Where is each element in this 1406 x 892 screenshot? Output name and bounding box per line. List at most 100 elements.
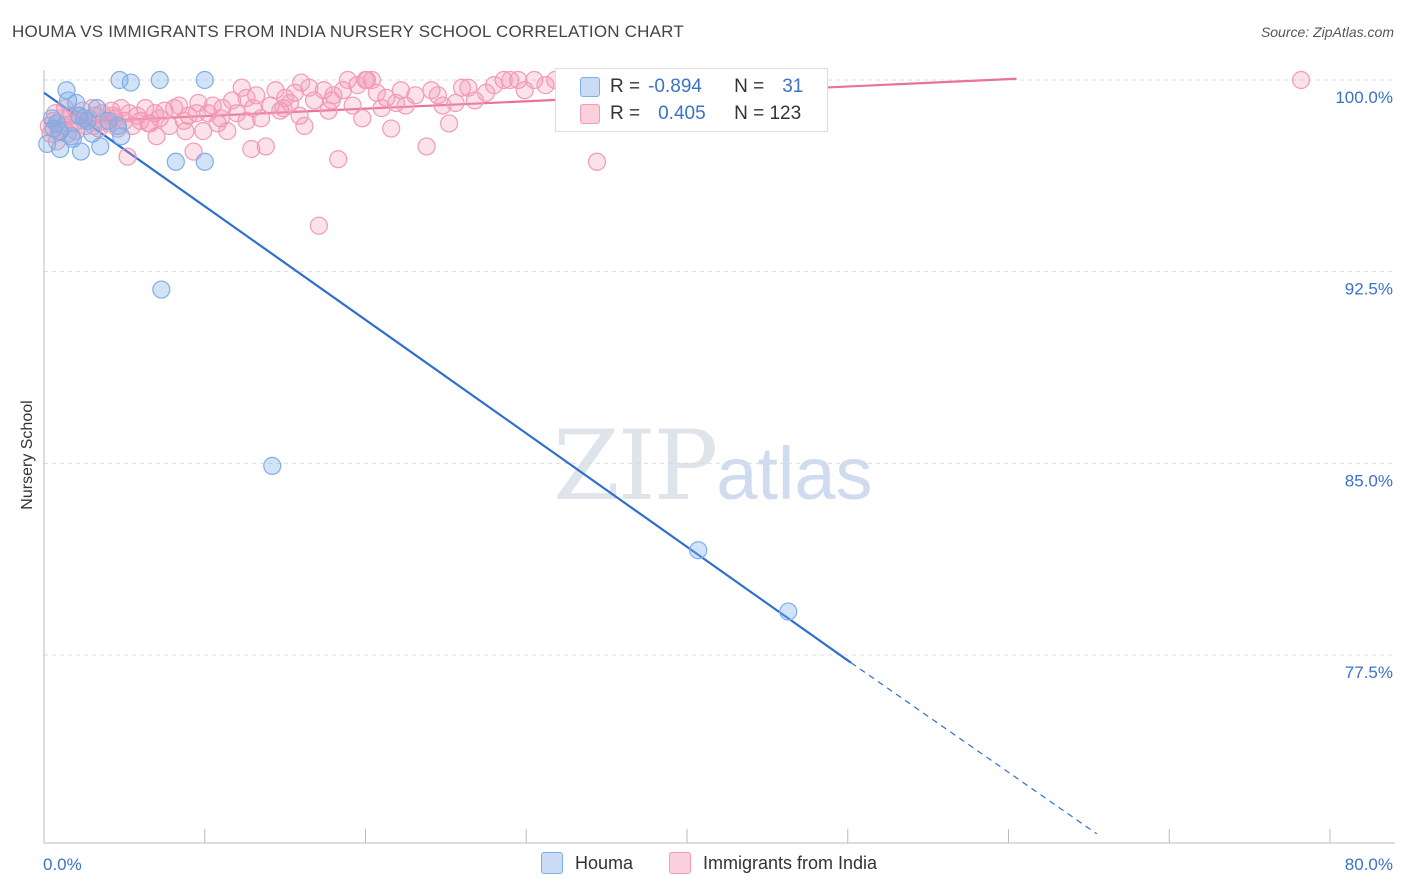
houma-point bbox=[108, 116, 128, 136]
houma-point bbox=[91, 137, 110, 156]
india-label: Immigrants from India bbox=[703, 852, 878, 873]
houma-point bbox=[83, 124, 102, 143]
india-point bbox=[187, 104, 206, 123]
houma-point bbox=[166, 152, 185, 171]
legend-r-label: R = bbox=[610, 76, 641, 97]
legend-r-value: -0.894 bbox=[648, 76, 702, 97]
houma-point bbox=[110, 70, 129, 90]
india-point bbox=[176, 122, 195, 141]
india-point bbox=[446, 93, 465, 113]
houma-point bbox=[195, 152, 214, 171]
houma-point bbox=[150, 70, 169, 90]
india-point bbox=[211, 109, 230, 128]
india-point bbox=[485, 76, 504, 95]
houma-point bbox=[195, 70, 214, 90]
houma-point bbox=[63, 129, 83, 148]
india-point bbox=[256, 137, 275, 156]
houma-point bbox=[263, 456, 282, 475]
india-point bbox=[266, 81, 285, 100]
india-point bbox=[525, 70, 544, 90]
series-legend-houma: Houma bbox=[541, 852, 633, 874]
india-point bbox=[343, 96, 362, 115]
legend-row-houma: R = -0.894 N = 31 bbox=[556, 73, 803, 101]
houma-point bbox=[689, 541, 708, 560]
legend-n-label: N = bbox=[734, 76, 765, 97]
india-point bbox=[452, 78, 472, 97]
india-point bbox=[232, 78, 251, 97]
tick-labels: 100.0% 92.5% 85.0% 77.5% 0.0% 80.0% bbox=[43, 88, 1393, 874]
y-tick-label: 77.5% bbox=[1345, 663, 1393, 682]
watermark: ZIPatlas bbox=[553, 410, 873, 522]
houma-label: Houma bbox=[575, 852, 634, 873]
houma-point bbox=[99, 111, 118, 130]
india-point bbox=[494, 70, 513, 90]
india-point bbox=[465, 91, 484, 110]
watermark-atlas: atlas bbox=[716, 432, 873, 515]
houma-point bbox=[121, 73, 140, 92]
houma-trend-line bbox=[43, 91, 852, 664]
india-point bbox=[356, 70, 375, 90]
india-point bbox=[274, 99, 293, 118]
series-legend-india: Immigrants from India bbox=[669, 852, 877, 874]
india-point bbox=[439, 114, 459, 133]
houma-point bbox=[75, 109, 94, 128]
india-point bbox=[104, 106, 123, 125]
source-credit: Source: ZipAtlas.com bbox=[1260, 24, 1394, 40]
india-point bbox=[194, 122, 213, 141]
legend-n-label: N = 123 bbox=[734, 103, 802, 124]
india-point bbox=[587, 152, 607, 171]
y-tick-label: 85.0% bbox=[1345, 471, 1393, 490]
india-point bbox=[292, 73, 311, 92]
houma-trend-extension bbox=[850, 662, 1098, 835]
x-tick-label: 0.0% bbox=[43, 855, 82, 874]
legend-r-label: R = bbox=[610, 103, 641, 124]
houma-point bbox=[112, 127, 131, 146]
india-point bbox=[333, 81, 353, 100]
india-point bbox=[382, 119, 401, 138]
legend-n-value: 31 bbox=[782, 76, 804, 97]
series-legend: Houma Immigrants from India bbox=[0, 852, 1406, 878]
india-point bbox=[377, 88, 396, 107]
india-point bbox=[338, 70, 357, 90]
legend-row-india: R = 0.405 N = 123 bbox=[556, 100, 801, 128]
india-point bbox=[242, 139, 261, 159]
india-point bbox=[309, 216, 328, 235]
x-tick-label: 80.0% bbox=[1345, 855, 1393, 874]
india-point bbox=[396, 96, 415, 115]
india-point bbox=[417, 137, 436, 156]
india-point bbox=[536, 76, 555, 95]
india-point bbox=[295, 116, 314, 136]
india-point bbox=[1291, 70, 1311, 90]
houma-point bbox=[50, 139, 70, 159]
y-tick-label: 100.0% bbox=[1335, 88, 1393, 107]
houma-swatch bbox=[541, 852, 563, 874]
india-point bbox=[160, 116, 179, 136]
india-point bbox=[184, 142, 203, 161]
india-point bbox=[285, 83, 304, 102]
houma-point bbox=[152, 280, 171, 299]
trend-lines bbox=[43, 77, 1098, 835]
india-point bbox=[118, 147, 137, 166]
india-trend-line bbox=[43, 77, 1017, 125]
legend-swatch-india bbox=[580, 104, 600, 124]
chart-title: HOUMA VS IMMIGRANTS FROM INDIA NURSERY S… bbox=[12, 22, 684, 41]
y-tick-label: 92.5% bbox=[1345, 280, 1393, 299]
india-point bbox=[165, 99, 184, 118]
india-point bbox=[227, 104, 246, 123]
axes bbox=[43, 70, 1395, 844]
houma-point bbox=[71, 142, 91, 161]
india-point bbox=[139, 114, 158, 133]
data-points bbox=[38, 70, 1311, 621]
india-point bbox=[147, 127, 166, 146]
india-point bbox=[509, 70, 528, 90]
india-point bbox=[428, 86, 447, 105]
legend-r-value: 0.405 bbox=[658, 103, 706, 124]
houma-point bbox=[779, 602, 798, 621]
india-point bbox=[290, 106, 309, 125]
india-swatch bbox=[669, 852, 691, 874]
houma-point bbox=[87, 99, 107, 118]
watermark-zip: ZIP bbox=[553, 410, 718, 522]
legend-swatch-houma bbox=[580, 77, 600, 97]
india-point bbox=[322, 91, 341, 110]
